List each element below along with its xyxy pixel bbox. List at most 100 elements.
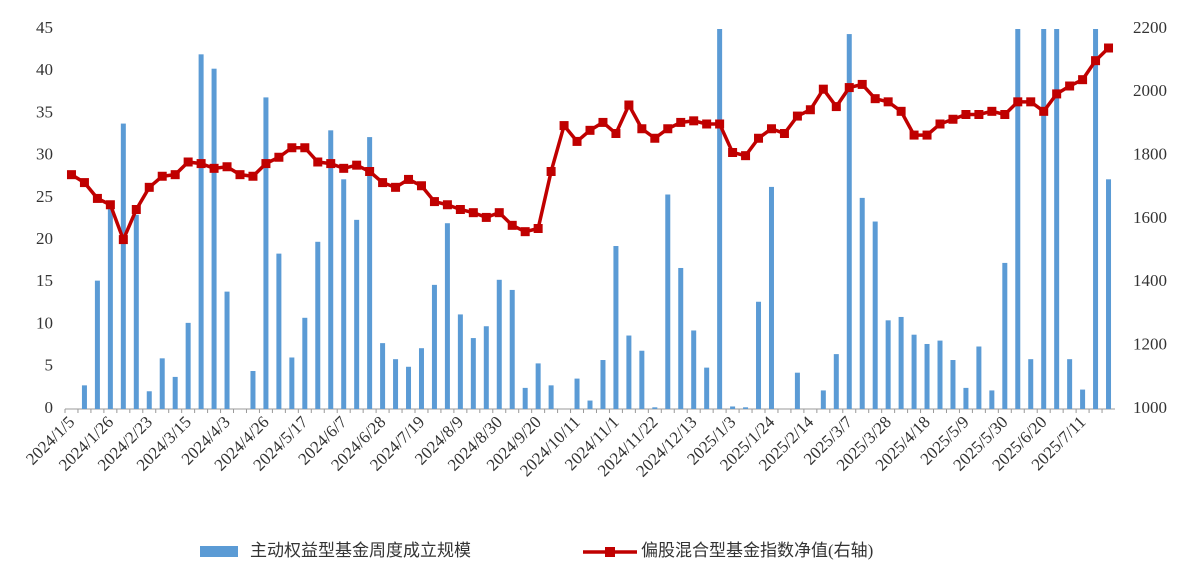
- marker: [222, 162, 232, 172]
- marker: [1052, 89, 1062, 99]
- marker: [987, 106, 997, 116]
- marker: [92, 193, 102, 203]
- marker: [287, 143, 297, 153]
- marker: [637, 124, 647, 134]
- marker: [559, 121, 569, 131]
- bar: [159, 358, 165, 409]
- marker: [922, 130, 932, 140]
- y-tick-label: 30: [36, 145, 53, 164]
- marker: [1104, 43, 1114, 53]
- marker: [455, 205, 465, 214]
- marker: [1091, 56, 1101, 66]
- marker: [248, 171, 258, 181]
- bar: [1028, 359, 1034, 409]
- bar: [1106, 179, 1112, 409]
- bar: [509, 289, 515, 409]
- bar: [107, 206, 113, 409]
- y-tick-label: 45: [36, 18, 53, 37]
- bar: [444, 223, 450, 409]
- marker: [702, 119, 712, 129]
- bar: [652, 407, 658, 409]
- marker: [1013, 97, 1023, 107]
- bar: [833, 354, 839, 409]
- bar: [367, 137, 373, 409]
- bar: [483, 326, 489, 409]
- bar: [756, 301, 762, 409]
- legend-swatch: [200, 546, 238, 557]
- marker: [468, 208, 478, 218]
- y2-tick-label: 1800: [1133, 145, 1167, 164]
- bar: [393, 359, 399, 409]
- marker: [948, 114, 958, 124]
- marker: [170, 170, 180, 180]
- bar: [380, 343, 386, 409]
- marker: [676, 117, 686, 127]
- bar: [924, 343, 930, 409]
- bar: [1067, 359, 1073, 409]
- bar: [120, 123, 126, 409]
- bar: [224, 291, 230, 409]
- bar: [768, 186, 774, 409]
- y-tick-label: 15: [36, 271, 53, 290]
- y-tick-label: 10: [36, 313, 53, 332]
- marker: [624, 100, 634, 110]
- marker: [961, 110, 971, 119]
- marker: [741, 151, 751, 161]
- marker: [650, 133, 660, 143]
- marker: [520, 227, 530, 237]
- marker: [818, 84, 828, 94]
- bar: [418, 348, 424, 409]
- marker: [805, 105, 815, 115]
- marker: [572, 136, 582, 146]
- bar: [717, 29, 723, 409]
- marker: [196, 159, 206, 169]
- marker: [131, 205, 141, 214]
- y2-tick-label: 1600: [1133, 208, 1167, 227]
- legend-swatch: [605, 547, 615, 557]
- marker: [507, 220, 517, 230]
- marker: [663, 124, 673, 134]
- bar: [172, 376, 178, 409]
- marker: [715, 119, 725, 129]
- bar: [302, 317, 308, 409]
- bar: [198, 54, 204, 409]
- bar: [665, 194, 671, 409]
- marker: [274, 152, 284, 162]
- marker: [339, 163, 349, 173]
- bar: [872, 221, 878, 409]
- marker: [79, 178, 89, 188]
- bar: [963, 387, 969, 409]
- marker: [754, 133, 764, 143]
- bar: [354, 219, 360, 409]
- marker: [883, 97, 893, 107]
- marker: [300, 143, 310, 153]
- bar: [898, 316, 904, 409]
- bar: [639, 350, 645, 409]
- bar: [626, 335, 632, 409]
- y2-tick-label: 2000: [1133, 81, 1167, 100]
- bar: [315, 241, 321, 409]
- marker: [974, 110, 984, 119]
- marker: [844, 83, 854, 93]
- y2-tick-label: 2200: [1133, 18, 1167, 37]
- marker: [442, 200, 452, 210]
- bar: [846, 34, 852, 409]
- marker: [481, 212, 491, 222]
- bar: [457, 314, 463, 409]
- marker: [857, 79, 867, 89]
- marker: [261, 159, 271, 169]
- marker: [183, 157, 193, 167]
- bar: [146, 391, 152, 409]
- y-tick-label: 40: [36, 60, 53, 79]
- y2-tick-label: 1400: [1133, 271, 1167, 290]
- bar: [211, 68, 217, 409]
- bar: [794, 372, 800, 409]
- bar: [704, 367, 710, 409]
- bar: [587, 400, 593, 409]
- marker: [870, 94, 880, 104]
- y2-tick-label: 1000: [1133, 398, 1167, 417]
- bar: [276, 253, 282, 409]
- marker: [416, 181, 426, 191]
